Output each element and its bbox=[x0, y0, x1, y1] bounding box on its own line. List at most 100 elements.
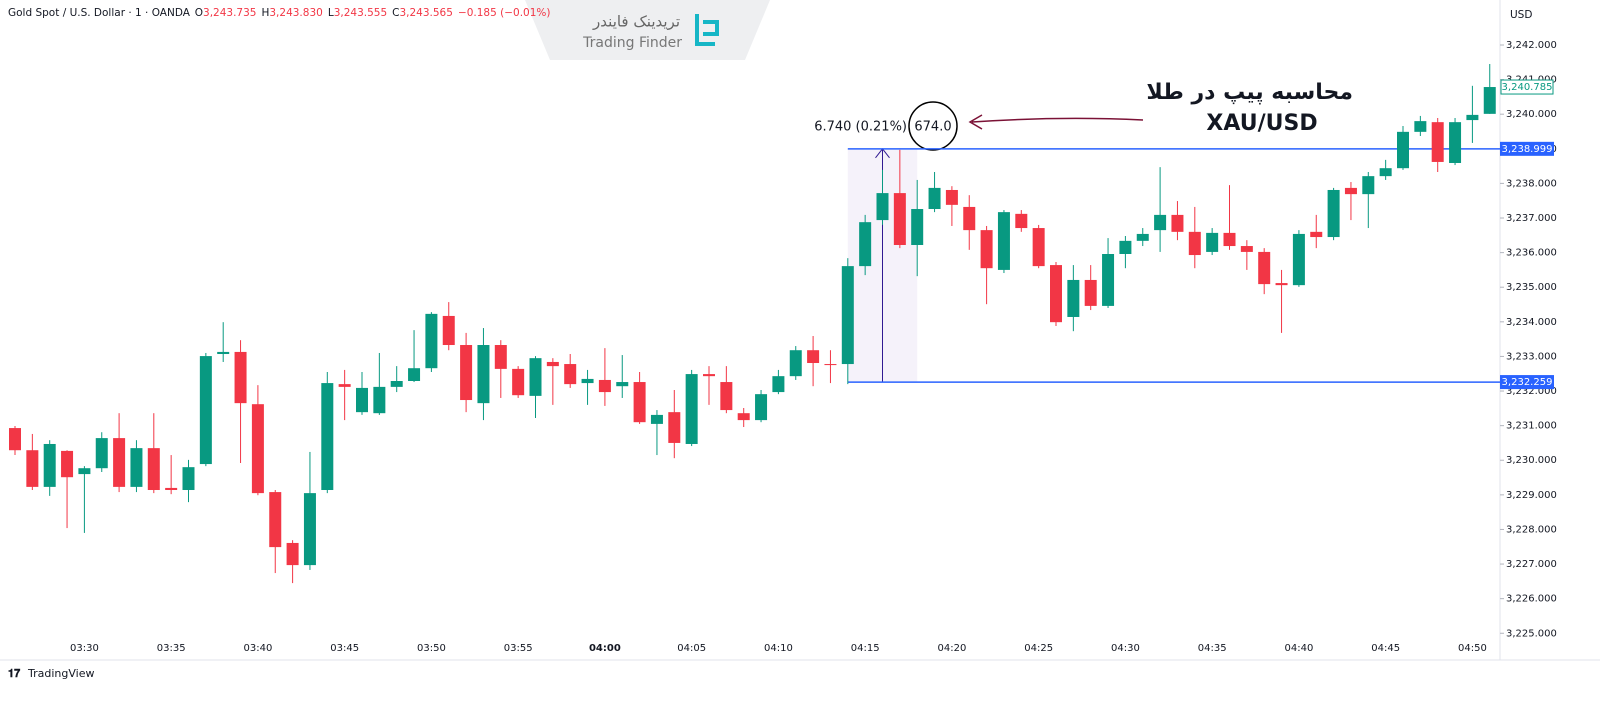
candle-body bbox=[1483, 87, 1496, 114]
candle-body bbox=[876, 193, 889, 221]
candle-body bbox=[581, 378, 594, 384]
x-tick-label: 03:55 bbox=[504, 643, 533, 654]
x-tick-label: 03:35 bbox=[157, 643, 186, 654]
candle-body bbox=[546, 361, 559, 367]
candle-body bbox=[1431, 122, 1444, 162]
candle-body bbox=[1171, 214, 1184, 232]
y-tick-label: 3,226.000 bbox=[1506, 594, 1557, 605]
last-price-label: 3,240.785 bbox=[1502, 82, 1553, 93]
candle-body bbox=[1240, 246, 1253, 252]
candle-body bbox=[286, 542, 299, 566]
last-price-tag bbox=[1500, 79, 1554, 95]
candle-body bbox=[893, 193, 906, 246]
pips-label: 674.0 bbox=[914, 120, 951, 135]
candle-body bbox=[1032, 228, 1045, 267]
candle-body bbox=[1188, 231, 1201, 256]
watermark-logo bbox=[695, 14, 719, 46]
symbol: Gold Spot / U.S. Dollar · 1 · OANDA bbox=[8, 7, 191, 19]
candle-body bbox=[616, 382, 629, 387]
candle-body bbox=[1327, 189, 1340, 238]
candle-body bbox=[269, 492, 282, 548]
candle-body bbox=[1310, 231, 1323, 238]
candle-body bbox=[1119, 240, 1132, 254]
price-tag bbox=[1500, 375, 1554, 390]
price-tag bbox=[1500, 141, 1554, 156]
annotation-subtitle: XAU/USD bbox=[1206, 111, 1317, 136]
y-tick-label: 3,227.000 bbox=[1506, 559, 1557, 570]
candle-body bbox=[841, 266, 854, 365]
candle-body bbox=[650, 414, 663, 424]
candle-body bbox=[859, 222, 872, 267]
candle-body bbox=[147, 448, 160, 491]
x-tick-label: 04:45 bbox=[1371, 643, 1400, 654]
candle-body bbox=[61, 450, 74, 478]
candle-body bbox=[512, 368, 525, 396]
y-tick-label: 3,225.000 bbox=[1506, 628, 1557, 639]
measure-label: 6.740 (0.21%) bbox=[814, 120, 907, 135]
candle-body bbox=[1397, 131, 1409, 169]
candle-body bbox=[928, 187, 941, 210]
candle-body bbox=[980, 230, 993, 269]
candle-body bbox=[9, 428, 21, 451]
ohlc-value: 3,243.735 bbox=[203, 7, 256, 19]
candle-body bbox=[807, 350, 820, 364]
ohlc-key: L bbox=[328, 7, 334, 19]
candle-body bbox=[789, 350, 802, 377]
y-tick-label: 3,232.000 bbox=[1506, 386, 1557, 397]
candle-body bbox=[911, 209, 924, 246]
candle-body bbox=[390, 381, 403, 387]
pips-circle bbox=[908, 101, 958, 151]
x-tick-label: 04:00 bbox=[589, 643, 621, 654]
y-tick-label: 3,235.000 bbox=[1506, 282, 1557, 293]
ohlc-value: 3,243.565 bbox=[399, 7, 452, 19]
x-tick-label: 03:30 bbox=[70, 643, 99, 654]
candle-body bbox=[564, 364, 577, 385]
candle-body bbox=[703, 374, 715, 377]
y-tick-label: 3,240.000 bbox=[1506, 109, 1557, 120]
y-tick-label: 3,238.000 bbox=[1506, 178, 1557, 189]
x-tick-label: 04:50 bbox=[1458, 643, 1487, 654]
candle-body bbox=[373, 386, 386, 414]
candle-body bbox=[477, 345, 490, 404]
annotation-title: محاسبه پیپ در طلا bbox=[1146, 80, 1353, 105]
x-tick-label: 03:40 bbox=[243, 643, 272, 654]
x-tick-label: 04:20 bbox=[937, 643, 966, 654]
x-tick-label: 04:15 bbox=[851, 643, 880, 654]
price-tag-label: 3,238.999 bbox=[1502, 144, 1553, 155]
x-tick-label: 04:05 bbox=[677, 643, 706, 654]
candle-body bbox=[338, 384, 351, 387]
candle-body bbox=[945, 189, 958, 205]
header: Gold Spot / U.S. Dollar · 1 · OANDA O3,24… bbox=[8, 7, 550, 19]
candle-body bbox=[1102, 254, 1115, 306]
candle-body bbox=[1206, 232, 1219, 252]
y-tick-label: 3,228.000 bbox=[1506, 524, 1557, 535]
x-tick-label: 04:30 bbox=[1111, 643, 1140, 654]
candle-body bbox=[234, 351, 247, 404]
footer: TradingView bbox=[27, 667, 94, 680]
watermark-en: Trading Finder bbox=[582, 35, 682, 51]
candle-body bbox=[1050, 265, 1062, 323]
candle-body bbox=[1379, 168, 1392, 177]
candle-body bbox=[1362, 176, 1375, 195]
candle-body bbox=[1136, 233, 1149, 241]
candle-body bbox=[442, 315, 455, 346]
candle-body bbox=[130, 448, 143, 487]
y-tick-label: 3,233.000 bbox=[1506, 351, 1557, 362]
candle-body bbox=[1466, 114, 1479, 121]
candle-body bbox=[685, 374, 698, 444]
candle-body bbox=[199, 356, 212, 465]
candle-body bbox=[113, 438, 126, 487]
candle-body bbox=[251, 404, 264, 494]
candle-body bbox=[460, 345, 473, 401]
candle-body bbox=[26, 450, 39, 487]
ohlc-key: C bbox=[392, 7, 399, 19]
candle-body bbox=[1084, 279, 1097, 306]
candle-body bbox=[720, 382, 733, 411]
x-tick-label: 04:10 bbox=[764, 643, 793, 654]
candle-body bbox=[217, 351, 230, 355]
candle-body bbox=[633, 382, 646, 423]
annotation-arrow bbox=[968, 114, 1144, 130]
